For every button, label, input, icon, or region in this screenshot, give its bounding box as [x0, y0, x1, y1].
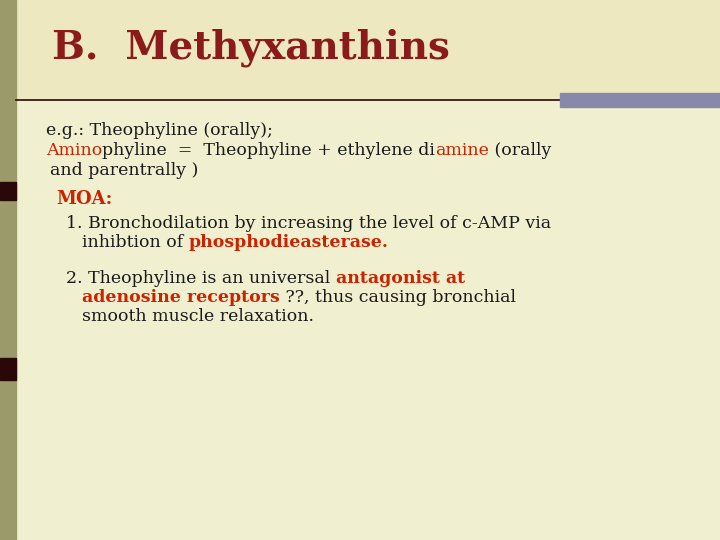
Text: antagonist at: antagonist at — [336, 270, 465, 287]
Text: MOA:: MOA: — [56, 190, 112, 208]
Text: ??, thus causing bronchial: ??, thus causing bronchial — [280, 289, 516, 306]
Text: B.  Methyxanthins: B. Methyxanthins — [52, 29, 450, 68]
Text: and parentrally ): and parentrally ) — [50, 162, 199, 179]
Text: (orally: (orally — [489, 142, 552, 159]
Bar — [560, 93, 720, 107]
Text: inhibtion of: inhibtion of — [82, 234, 189, 251]
Text: smooth muscle relaxation.: smooth muscle relaxation. — [82, 308, 314, 325]
Bar — [0, 0, 16, 540]
Text: e.g.: Theophyline (orally);: e.g.: Theophyline (orally); — [46, 122, 273, 139]
Text: adenosine receptors: adenosine receptors — [82, 289, 280, 306]
Bar — [0, 182, 16, 200]
Bar — [0, 358, 16, 380]
Text: phosphodieasterase.: phosphodieasterase. — [189, 234, 389, 251]
Text: Amino: Amino — [46, 142, 102, 159]
Text: 2. Theophyline is an universal: 2. Theophyline is an universal — [66, 270, 336, 287]
Text: amine: amine — [435, 142, 489, 159]
Text: phyline  =  Theophyline + ethylene di: phyline = Theophyline + ethylene di — [102, 142, 435, 159]
Text: 1. Bronchodilation by increasing the level of c-AMP via: 1. Bronchodilation by increasing the lev… — [66, 215, 551, 232]
Bar — [16, 0, 720, 100]
